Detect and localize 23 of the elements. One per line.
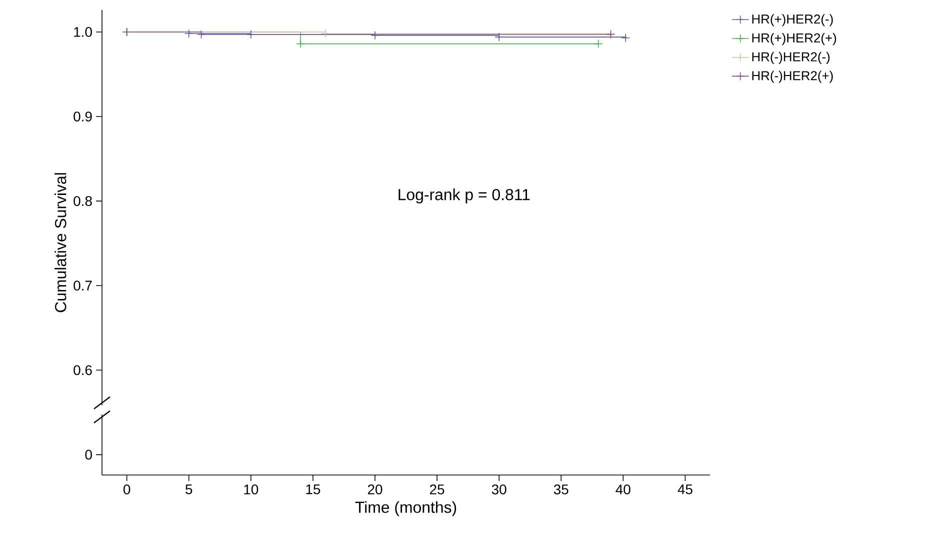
x-tick-label: 5 — [186, 484, 192, 494]
legend-label: HR(-)HER2(+) — [752, 70, 833, 83]
x-tick-label: 40 — [616, 484, 630, 494]
x-tick-label: 25 — [430, 484, 444, 494]
annotation: Log-rank p = 0.811 — [398, 188, 530, 204]
legend-label: HR(+)HER2(+) — [752, 33, 836, 46]
y-tick-label: 0.8 — [74, 196, 92, 206]
y-tick-label: 0.7 — [74, 280, 92, 291]
x-tick-label: 45 — [678, 484, 692, 494]
y-tick-label: 0.6 — [74, 365, 92, 376]
y-tick-label: 1.0 — [74, 27, 92, 37]
y-tick-label: 0 — [85, 450, 92, 460]
legend-label: HR(-)HER2(-) — [752, 52, 830, 64]
x-tick-label: 10 — [244, 484, 258, 494]
y-axis-title: Cumulative Survival — [54, 173, 66, 312]
x-axis-title: Time (months) — [355, 501, 456, 516]
x-tick-label: 20 — [368, 484, 382, 494]
x-tick-label: 0 — [123, 484, 130, 494]
legend-label: HR(+)HER2(-) — [752, 14, 833, 26]
x-tick-label: 15 — [306, 484, 320, 494]
x-tick-label: 30 — [492, 484, 506, 494]
x-tick-label: 35 — [554, 484, 568, 494]
y-tick-label: 0.9 — [74, 112, 92, 122]
